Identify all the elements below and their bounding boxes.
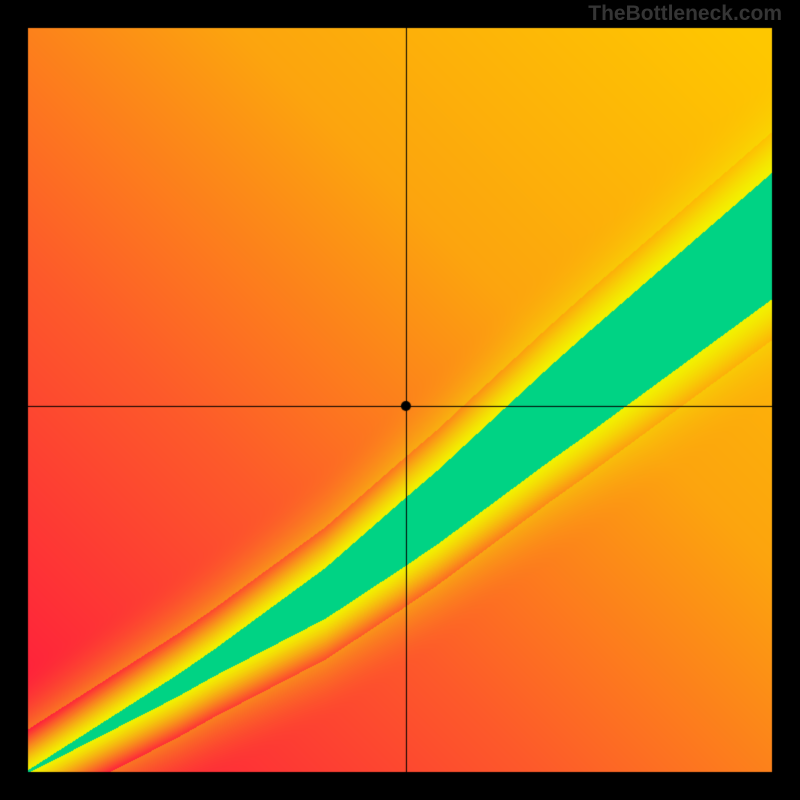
watermark-text: TheBottleneck.com — [588, 2, 782, 26]
chart-container: { "watermark": { "text": "TheBottleneck.… — [0, 0, 800, 800]
heatmap-canvas — [0, 0, 800, 800]
